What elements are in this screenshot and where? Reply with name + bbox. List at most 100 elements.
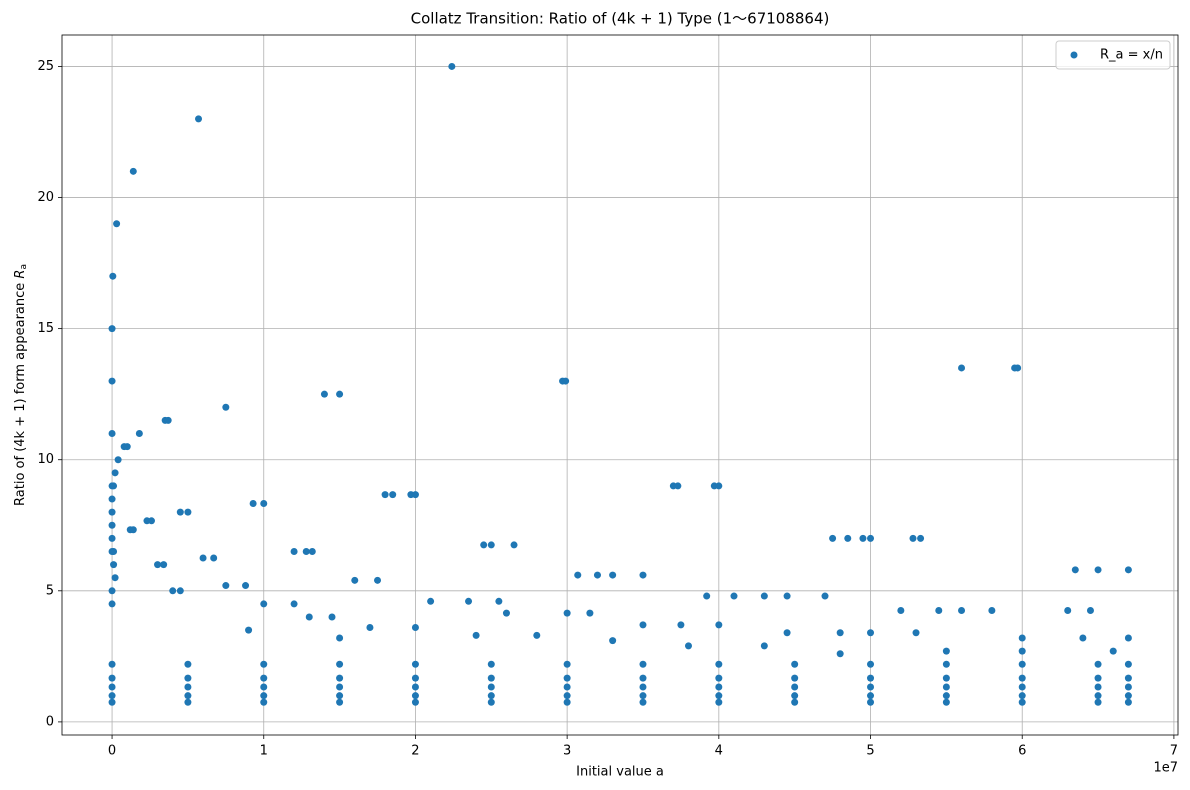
point bbox=[942, 647, 950, 655]
point bbox=[1124, 566, 1132, 574]
point bbox=[465, 597, 473, 605]
point bbox=[1094, 692, 1102, 700]
point bbox=[336, 660, 344, 668]
point bbox=[942, 698, 950, 706]
point bbox=[154, 561, 162, 569]
y-axis-label-symbol: R bbox=[13, 270, 28, 279]
point bbox=[427, 597, 435, 605]
point bbox=[260, 674, 268, 682]
y-tick-label: 25 bbox=[37, 59, 54, 74]
point bbox=[1124, 683, 1132, 691]
point bbox=[783, 629, 791, 637]
point bbox=[639, 660, 647, 668]
x-tick-label: 3 bbox=[563, 744, 571, 759]
point bbox=[586, 609, 594, 617]
point bbox=[108, 534, 116, 542]
point bbox=[715, 660, 723, 668]
point bbox=[411, 698, 419, 706]
point bbox=[502, 609, 510, 617]
point bbox=[336, 692, 344, 700]
point bbox=[791, 692, 799, 700]
point bbox=[336, 634, 344, 642]
point bbox=[1094, 683, 1102, 691]
point bbox=[366, 624, 374, 632]
point bbox=[1018, 647, 1026, 655]
point bbox=[336, 698, 344, 706]
point bbox=[783, 592, 791, 600]
point bbox=[1018, 634, 1026, 642]
point bbox=[184, 683, 192, 691]
point bbox=[563, 674, 571, 682]
legend-label: R_a = x/n bbox=[1100, 48, 1163, 63]
point bbox=[912, 629, 920, 637]
point bbox=[639, 692, 647, 700]
point bbox=[195, 115, 203, 123]
point bbox=[249, 500, 257, 508]
point bbox=[867, 683, 875, 691]
x-tick-label: 4 bbox=[715, 744, 723, 759]
point bbox=[108, 683, 116, 691]
point bbox=[836, 629, 844, 637]
point bbox=[411, 674, 419, 682]
point bbox=[1018, 698, 1026, 706]
point bbox=[495, 597, 503, 605]
point bbox=[164, 416, 172, 424]
point bbox=[336, 683, 344, 691]
point bbox=[533, 631, 541, 639]
point bbox=[302, 547, 310, 555]
point bbox=[108, 430, 116, 438]
point bbox=[290, 547, 298, 555]
point bbox=[639, 674, 647, 682]
point bbox=[109, 272, 117, 280]
y-tick-label: 5 bbox=[46, 583, 54, 598]
point bbox=[909, 534, 917, 542]
point bbox=[487, 660, 495, 668]
point bbox=[1079, 634, 1087, 642]
point bbox=[411, 624, 419, 632]
point bbox=[1064, 606, 1072, 614]
point bbox=[836, 650, 844, 658]
point bbox=[108, 495, 116, 503]
point bbox=[108, 587, 116, 595]
point bbox=[487, 541, 495, 549]
point bbox=[574, 571, 582, 579]
point bbox=[760, 592, 768, 600]
point bbox=[305, 613, 313, 621]
point bbox=[1124, 674, 1132, 682]
y-axis-label-subscript: a bbox=[19, 264, 29, 270]
point bbox=[184, 660, 192, 668]
point bbox=[1018, 674, 1026, 682]
point bbox=[563, 692, 571, 700]
point bbox=[336, 674, 344, 682]
point bbox=[129, 526, 137, 534]
point bbox=[791, 660, 799, 668]
point bbox=[639, 698, 647, 706]
point bbox=[110, 561, 118, 569]
point bbox=[160, 561, 168, 569]
legend-box bbox=[1055, 40, 1171, 70]
point bbox=[487, 683, 495, 691]
point bbox=[260, 500, 268, 508]
point bbox=[942, 683, 950, 691]
point bbox=[1124, 634, 1132, 642]
point bbox=[222, 403, 230, 411]
point bbox=[715, 692, 723, 700]
point bbox=[260, 683, 268, 691]
x-tick-label: 1 bbox=[260, 744, 268, 759]
point bbox=[113, 220, 121, 228]
point bbox=[260, 600, 268, 608]
point bbox=[411, 660, 419, 668]
point bbox=[110, 482, 118, 490]
point bbox=[210, 554, 218, 562]
point bbox=[593, 571, 601, 579]
point bbox=[821, 592, 829, 600]
point bbox=[176, 508, 184, 516]
point bbox=[381, 491, 389, 499]
point bbox=[260, 692, 268, 700]
point bbox=[844, 534, 852, 542]
point bbox=[639, 621, 647, 629]
point bbox=[147, 517, 155, 525]
point bbox=[639, 571, 647, 579]
point bbox=[480, 541, 488, 549]
point bbox=[715, 698, 723, 706]
